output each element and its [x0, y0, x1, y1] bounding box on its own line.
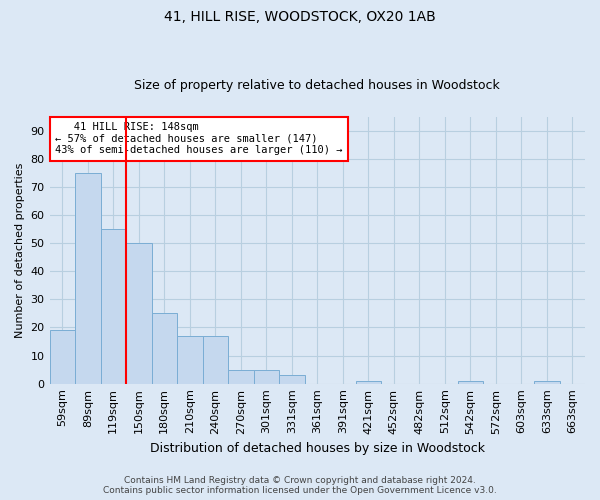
Bar [177, 336, 203, 384]
Bar [458, 381, 483, 384]
Bar [279, 376, 305, 384]
Bar [254, 370, 279, 384]
Bar [126, 243, 152, 384]
Text: 41 HILL RISE: 148sqm
← 57% of detached houses are smaller (147)
43% of semi-deta: 41 HILL RISE: 148sqm ← 57% of detached h… [55, 122, 343, 156]
Bar [50, 330, 75, 384]
X-axis label: Distribution of detached houses by size in Woodstock: Distribution of detached houses by size … [150, 442, 485, 455]
Bar [152, 314, 177, 384]
Bar [101, 229, 126, 384]
Bar [228, 370, 254, 384]
Bar [75, 173, 101, 384]
Bar [534, 381, 560, 384]
Text: Contains HM Land Registry data © Crown copyright and database right 2024.
Contai: Contains HM Land Registry data © Crown c… [103, 476, 497, 495]
Y-axis label: Number of detached properties: Number of detached properties [15, 162, 25, 338]
Title: Size of property relative to detached houses in Woodstock: Size of property relative to detached ho… [134, 79, 500, 92]
Bar [356, 381, 381, 384]
Bar [203, 336, 228, 384]
Text: 41, HILL RISE, WOODSTOCK, OX20 1AB: 41, HILL RISE, WOODSTOCK, OX20 1AB [164, 10, 436, 24]
